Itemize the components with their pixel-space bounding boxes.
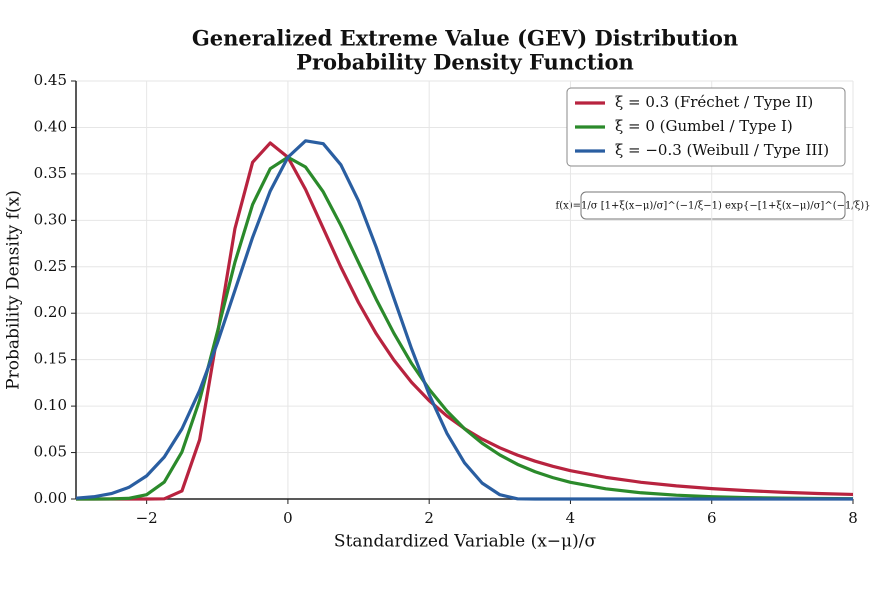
chart-subtitle: Probability Density Function (296, 50, 634, 75)
legend-label: ξ = 0 (Gumbel / Type I) (615, 117, 793, 135)
y-tick-label: 0.40 (34, 117, 67, 135)
y-tick-label: 0.30 (34, 210, 67, 228)
x-tick-label: 2 (424, 509, 434, 527)
y-tick-label: 0.10 (34, 396, 67, 414)
y-tick-label: 0.05 (34, 443, 67, 461)
y-axis-label: Probability Density f(x) (4, 190, 24, 390)
x-tick-label: −2 (136, 509, 158, 527)
y-tick-label: 0.20 (34, 303, 67, 321)
y-tick-label: 0.35 (34, 164, 67, 182)
y-tick-label: 0.15 (34, 350, 67, 368)
chart-title: Generalized Extreme Value (GEV) Distribu… (192, 26, 738, 51)
x-tick-label: 0 (283, 509, 293, 527)
legend-label: ξ = 0.3 (Fréchet / Type II) (615, 93, 813, 111)
formula-box (580, 191, 846, 220)
series-line (76, 155, 854, 501)
series-line (76, 141, 854, 501)
x-axis-label: Standardized Variable (x−μ)/σ (334, 532, 597, 552)
y-tick-label: 0.45 (34, 71, 67, 89)
formula: f(x)=1/σ [1+ξ(x−μ)/σ]^(−1/ξ−1) exp{−[1+ξ… (556, 201, 871, 212)
legend-box (566, 87, 846, 167)
series-line (75, 139, 853, 501)
legend-label: ξ = −0.3 (Weibull / Type III) (615, 141, 829, 159)
x-tick-label: 6 (707, 509, 717, 527)
x-tick-label: 4 (566, 509, 576, 527)
x-tick-label: 8 (848, 509, 858, 527)
y-tick-label: 0.00 (34, 489, 67, 507)
y-tick-label: 0.25 (34, 257, 67, 275)
